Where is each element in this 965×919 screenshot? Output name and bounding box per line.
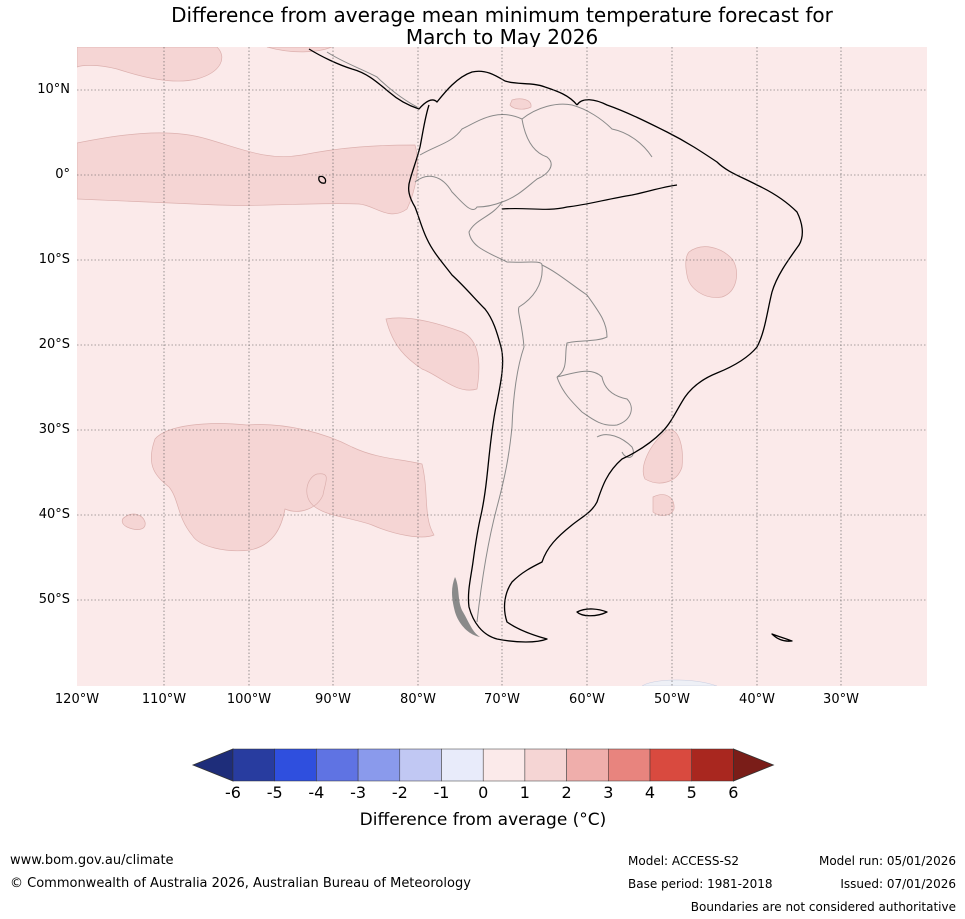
amazon-river [501, 184, 678, 210]
colorbar-segment [357, 748, 401, 782]
anomaly-patches [77, 47, 737, 552]
country-borders [326, 51, 653, 623]
anomaly-patch-southeast-pacific [385, 317, 480, 391]
copyright-text: © Commonwealth of Australia 2026, Austra… [10, 876, 471, 891]
coastline-central-america [308, 48, 578, 110]
border-central-america [326, 51, 418, 108]
colorbar-tick: 4 [644, 783, 656, 802]
colorbar-segment [274, 748, 317, 782]
lon-label-120w: 120°W [54, 692, 100, 707]
colorbar-segment [524, 748, 567, 782]
colorbar-segment [316, 748, 359, 782]
lon-label-60w: 60°W [569, 692, 605, 707]
colorbar-tick: 5 [686, 783, 697, 802]
base-period-text: Base period: 1981-2018 [628, 877, 773, 891]
border-uruguay [596, 434, 634, 458]
chart-title: Difference from average mean minimum tem… [77, 4, 927, 48]
colorbar-tick: -6 [225, 783, 241, 802]
colorbar-tick: 2 [561, 783, 572, 802]
colorbar-label: Difference from average (°C) [359, 810, 607, 830]
colorbar-tick: -5 [266, 783, 283, 802]
graticule [77, 47, 927, 686]
lat-label-50s: 50°S [38, 592, 70, 607]
anomaly-patch-small-islet [121, 513, 146, 530]
lat-label-10s: 10°S [38, 252, 70, 267]
lat-label-20s: 20°S [38, 337, 70, 352]
colorbar-extend-low [191, 748, 234, 782]
title-line-1: Difference from average mean minimum tem… [171, 3, 833, 27]
model-run-text: Model run: 05/01/2026 [818, 854, 956, 868]
colorbar-segment [649, 748, 692, 782]
border-peru-brazil [468, 201, 543, 348]
colorbar-segment [482, 748, 526, 782]
anomaly-patch-south-pacific [150, 423, 435, 552]
border-colombia-venezuela [419, 114, 552, 203]
lon-label-100w: 100°W [226, 692, 272, 707]
lat-label-0: 0° [55, 167, 70, 182]
lon-label-50w: 50°W [654, 692, 690, 707]
colorbar-segment [691, 748, 734, 782]
anomaly-patch-venezuela [509, 98, 532, 110]
colorbar-segment [608, 748, 651, 782]
anomaly-patch-brazil-east [685, 246, 737, 298]
coastline-galapagos [318, 175, 327, 184]
colorbar-tick: -2 [391, 783, 408, 802]
colorbar-segment [232, 748, 275, 782]
coastline-south-america [408, 99, 803, 643]
border-ecuador-peru [414, 175, 503, 210]
forecast-map [77, 47, 927, 686]
lat-label-40s: 40°S [38, 507, 70, 522]
map-canvas [77, 47, 927, 686]
colorbar-tick: -3 [350, 783, 367, 802]
border-argentina-chile [476, 346, 525, 623]
patagonia-islands [452, 577, 480, 637]
lon-label-30w: 30°W [823, 692, 859, 707]
anomaly-patch-equatorial-pacific [77, 132, 418, 215]
anomaly-patch-north-pacific [77, 47, 223, 82]
lon-label-70w: 70°W [484, 692, 520, 707]
anomaly-patch-top-strip [266, 47, 333, 53]
border-bolivia-brazil [541, 264, 608, 378]
title-line-2: March to May 2026 [405, 25, 599, 49]
colorbar-segment [566, 748, 609, 782]
colorbar-tick: 1 [519, 783, 530, 802]
colorbar-tick: 6 [728, 783, 739, 802]
colorbar-extend-high [733, 748, 775, 782]
model-text: Model: ACCESS-S2 [628, 854, 740, 868]
lon-label-110w: 110°W [141, 692, 187, 707]
lon-label-90w: 90°W [315, 692, 351, 707]
lon-label-80w: 80°W [400, 692, 436, 707]
colorbar-tick: -4 [308, 783, 325, 802]
coastlines [308, 48, 803, 643]
colorbar [191, 748, 775, 782]
lon-label-40w: 40°W [739, 692, 775, 707]
issued-text: Issued: 07/01/2026 [840, 877, 956, 891]
island-cluster [452, 577, 480, 637]
colorbar-tick: 3 [603, 783, 614, 802]
border-paraguay [556, 370, 632, 426]
cool-anomaly-edge [641, 679, 718, 686]
colorbar-tick: 0 [478, 783, 489, 802]
website-link[interactable]: www.bom.gov.au/climate [10, 853, 174, 868]
lat-label-30s: 30°S [38, 422, 70, 437]
anomaly-patch-atlantic-islet [652, 494, 675, 516]
colorbar-segment [399, 748, 442, 782]
coastline-south-georgia [771, 633, 793, 642]
anomaly-patch-south-atlantic [643, 429, 683, 484]
colorbar-segment [441, 748, 484, 782]
lat-label-10n: 10°N [37, 82, 70, 97]
colorbar-tick: -1 [433, 783, 450, 802]
coastline-falklands [576, 608, 608, 617]
border-guianas [521, 103, 653, 158]
disclaimer-text: Boundaries are not considered authoritat… [690, 900, 956, 914]
